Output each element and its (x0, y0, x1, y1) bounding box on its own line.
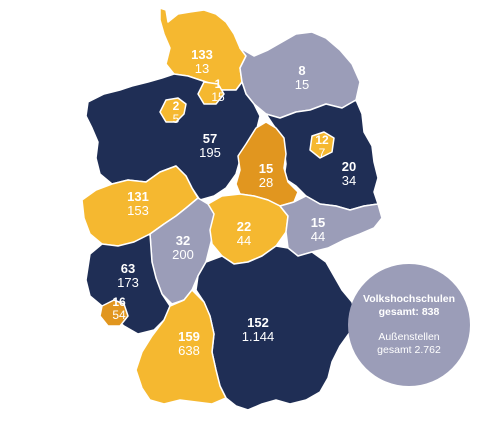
vhs-count: 16 (112, 295, 126, 309)
summary-aussenstellen: Außenstellen gesamt 2.762 (377, 331, 441, 357)
label-hessen: 32 200 (172, 234, 194, 261)
aussenstellen-count: 5 (172, 111, 180, 126)
summary-vhs-label: Volkshochschulen (363, 292, 455, 305)
aussenstellen-count: 15 (211, 89, 225, 104)
state-sachsen[interactable] (279, 195, 383, 257)
vhs-count: 57 (202, 131, 218, 146)
vhs-count: 15 (310, 215, 326, 230)
aussenstellen-count: 195 (199, 144, 221, 160)
vhs-count: 131 (127, 189, 149, 204)
vhs-count: 8 (298, 63, 306, 78)
label-berlin: 12 7 (315, 134, 328, 159)
label-nordrhein-westfalen: 131 153 (127, 190, 149, 217)
summary-vhs: Volkshochschulen gesamt: 838 (363, 293, 455, 319)
vhs-count: 63 (120, 261, 136, 276)
vhs-count: 20 (341, 159, 357, 174)
state-baden-wuerttemberg[interactable] (135, 289, 227, 405)
label-mecklenburg-vorpommern: 8 15 (295, 64, 309, 91)
vhs-count: 15 (258, 161, 274, 176)
summary-aussenstellen-total: gesamt 2.762 (377, 344, 441, 357)
label-bremen: 2 5 (173, 100, 180, 125)
label-bayern: 152 1.144 (242, 316, 275, 343)
aussenstellen-count: 638 (178, 342, 200, 358)
label-niedersachsen: 57 195 (199, 132, 221, 159)
vhs-count: 12 (315, 133, 329, 147)
vhs-count: 133 (191, 47, 213, 62)
label-hamburg: 1 15 (211, 78, 224, 103)
aussenstellen-count: 44 (236, 232, 252, 248)
summary-circle: Volkshochschulen gesamt: 838 Außenstelle… (348, 264, 470, 386)
label-schleswig-holstein: 133 13 (191, 48, 213, 75)
vhs-count: 152 (247, 315, 269, 330)
vhs-count: 22 (236, 219, 252, 234)
aussenstellen-count: 28 (258, 174, 274, 190)
aussenstellen-count: 13 (194, 60, 210, 76)
label-sachsen: 15 44 (311, 216, 325, 243)
vhs-count: 1 (214, 77, 222, 91)
vhs-count: 32 (175, 233, 191, 248)
state-hamburg[interactable] (197, 81, 225, 105)
aussenstellen-count: 7 (318, 145, 326, 160)
label-saarland: 16 54 (112, 296, 125, 321)
vhs-count: 159 (178, 329, 200, 344)
label-brandenburg: 20 34 (342, 160, 356, 187)
aussenstellen-count: 153 (127, 202, 149, 218)
state-bremen[interactable] (159, 97, 187, 123)
summary-vhs-total: gesamt: 838 (378, 305, 440, 318)
label-thueringen: 22 44 (237, 220, 251, 247)
summary-aussenstellen-label: Außenstellen (378, 331, 440, 343)
state-berlin[interactable] (309, 131, 335, 159)
aussenstellen-count: 34 (341, 172, 357, 188)
label-sachsen-anhalt: 15 28 (259, 162, 273, 189)
label-rheinland-pfalz: 63 173 (117, 262, 139, 289)
vhs-count: 2 (172, 99, 180, 113)
aussenstellen-count: 15 (294, 76, 310, 92)
aussenstellen-count: 173 (117, 274, 139, 290)
aussenstellen-count: 1.144 (241, 328, 275, 344)
label-baden-wuerttemberg: 159 638 (178, 330, 200, 357)
aussenstellen-count: 44 (310, 228, 326, 244)
aussenstellen-count: 54 (112, 307, 126, 322)
aussenstellen-count: 200 (172, 246, 194, 262)
state-saarland[interactable] (99, 299, 129, 327)
